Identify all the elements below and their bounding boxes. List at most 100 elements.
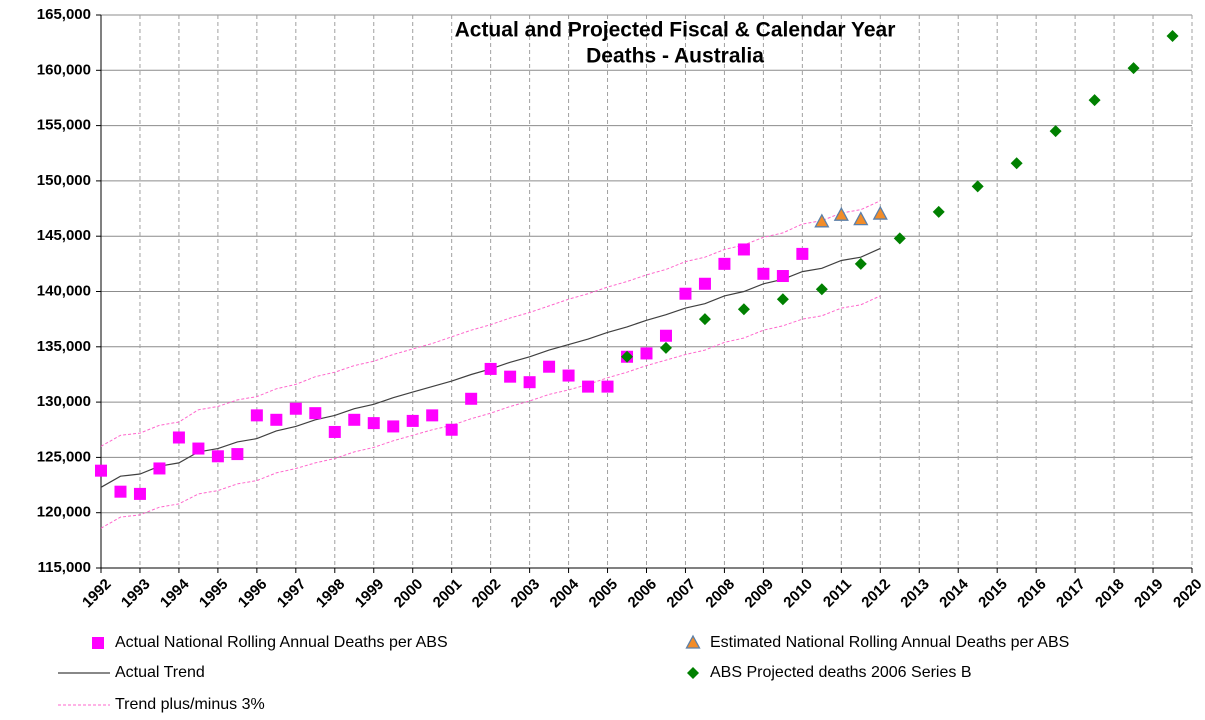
x-tick-label: 2006 — [625, 576, 661, 612]
marker-diamond — [776, 293, 789, 306]
marker-square — [757, 267, 770, 280]
marker-square — [406, 414, 419, 427]
x-tick-label: 1992 — [79, 576, 115, 612]
x-tick-label: 1994 — [157, 575, 193, 611]
marker-square — [796, 247, 809, 260]
legend-item: Actual National Rolling Annual Deaths pe… — [92, 634, 448, 651]
marker-square — [679, 287, 692, 300]
marker-square — [718, 257, 731, 270]
y-tick-label: 155,000 — [37, 117, 91, 134]
legend-swatch — [685, 634, 701, 649]
marker-square — [328, 425, 341, 438]
marker-square — [562, 369, 575, 382]
legend-label: Actual Trend — [115, 664, 205, 681]
marker-square — [95, 464, 107, 477]
x-tick-label: 2014 — [936, 575, 972, 611]
x-tick-label: 2019 — [1131, 576, 1167, 612]
marker-square — [504, 370, 517, 383]
marker-diamond — [1088, 94, 1101, 107]
marker-diamond — [815, 283, 828, 296]
chart-title: Actual and Projected Fiscal & Calendar Y… — [455, 19, 896, 42]
marker-diamond — [698, 313, 711, 326]
marker-square — [270, 413, 283, 426]
x-tick-label: 2004 — [547, 575, 583, 611]
marker-square — [465, 392, 478, 405]
marker-square — [582, 380, 595, 393]
y-tick-label: 145,000 — [37, 227, 91, 244]
legend-label: Estimated National Rolling Annual Deaths… — [710, 634, 1069, 651]
marker-square — [426, 409, 439, 422]
marker-triangle — [833, 206, 849, 221]
marker-square — [543, 360, 556, 373]
marker-square — [289, 402, 302, 415]
marker-diamond — [1127, 62, 1140, 75]
x-tick-label: 2012 — [858, 576, 894, 612]
marker-square — [698, 277, 711, 290]
legend-item: Estimated National Rolling Annual Deaths… — [685, 634, 1069, 651]
legend-item: Actual Trend — [58, 664, 205, 681]
marker-square — [211, 450, 224, 463]
legend-label: Actual National Rolling Annual Deaths pe… — [115, 634, 448, 651]
x-tick-label: 2017 — [1053, 576, 1089, 612]
marker-diamond — [1010, 157, 1023, 170]
marker-diamond — [854, 257, 867, 270]
marker-square — [659, 329, 672, 342]
legend-swatch — [92, 637, 104, 649]
y-tick-label: 135,000 — [37, 338, 91, 355]
marker-square — [367, 417, 380, 430]
marker-square — [601, 380, 614, 393]
x-tick-label: 2013 — [897, 576, 933, 612]
x-tick-label: 2016 — [1014, 576, 1050, 612]
x-tick-label: 1998 — [313, 576, 349, 612]
x-tick-label: 1993 — [118, 576, 154, 612]
x-tick-label: 2009 — [741, 576, 777, 612]
y-tick-label: 130,000 — [37, 393, 91, 410]
x-tick-label: 2002 — [469, 576, 505, 612]
legend-label: ABS Projected deaths 2006 Series B — [710, 664, 972, 681]
y-tick-label: 160,000 — [37, 61, 91, 78]
legend-swatch — [687, 667, 699, 679]
marker-diamond — [659, 341, 672, 354]
x-tick-label: 2000 — [391, 576, 427, 612]
x-tick-label: 2015 — [975, 576, 1011, 612]
x-tick-label: 1995 — [196, 576, 232, 612]
x-tick-label: 1997 — [274, 576, 310, 612]
marker-triangle — [853, 211, 869, 226]
x-tick-label: 2003 — [508, 576, 544, 612]
legend-item: ABS Projected deaths 2006 Series B — [687, 664, 972, 681]
x-tick-label: 2007 — [663, 576, 699, 612]
x-tick-label: 2005 — [586, 576, 622, 612]
marker-square — [737, 243, 750, 256]
x-tick-label: 2011 — [820, 576, 855, 611]
marker-triangle — [872, 205, 888, 220]
marker-square — [640, 347, 653, 360]
x-tick-label: 2018 — [1092, 576, 1128, 612]
marker-square — [523, 376, 536, 389]
x-tick-label: 2010 — [780, 576, 816, 612]
marker-square — [484, 362, 497, 375]
chart-title: Deaths - Australia — [586, 45, 764, 68]
y-tick-label: 115,000 — [38, 559, 91, 576]
y-tick-label: 125,000 — [37, 448, 91, 465]
marker-diamond — [621, 350, 634, 363]
marker-diamond — [893, 232, 906, 245]
y-tick-label: 165,000 — [37, 6, 91, 23]
marker-square — [231, 448, 244, 461]
legend-label: Trend plus/minus 3% — [115, 696, 265, 713]
marker-diamond — [932, 205, 945, 218]
marker-diamond — [737, 303, 750, 316]
marker-diamond — [1049, 125, 1062, 138]
marker-square — [250, 409, 263, 422]
marker-square — [387, 420, 400, 433]
marker-square — [776, 270, 789, 283]
x-tick-label: 2001 — [430, 576, 466, 612]
x-tick-label: 1996 — [235, 576, 271, 612]
y-tick-label: 150,000 — [37, 172, 91, 189]
marker-square — [192, 442, 205, 455]
y-tick-label: 140,000 — [37, 282, 91, 299]
legend-item: Trend plus/minus 3% — [58, 696, 265, 713]
marker-square — [348, 413, 361, 426]
marker-diamond — [1166, 30, 1179, 43]
x-tick-label: 1999 — [352, 576, 388, 612]
